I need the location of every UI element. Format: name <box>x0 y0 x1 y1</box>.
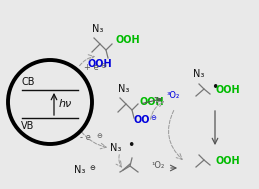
Text: •: • <box>127 139 134 152</box>
Text: ⊖: ⊖ <box>100 63 106 69</box>
Text: ¹O₂: ¹O₂ <box>151 161 165 170</box>
Text: N₃: N₃ <box>110 143 122 153</box>
Text: ³O₂: ³O₂ <box>166 91 180 101</box>
Text: OOH: OOH <box>216 85 241 95</box>
Text: OO: OO <box>133 115 149 125</box>
Text: •: • <box>211 81 218 94</box>
Text: OOH: OOH <box>88 59 113 69</box>
Text: + e: + e <box>84 64 99 73</box>
Text: N₃: N₃ <box>193 69 205 79</box>
Text: N₃: N₃ <box>118 84 130 94</box>
Text: ⊖: ⊖ <box>150 115 156 121</box>
Text: N₃: N₃ <box>74 165 86 175</box>
Text: ⊖: ⊖ <box>96 133 102 139</box>
Text: OOH: OOH <box>140 97 165 107</box>
Text: OOH: OOH <box>216 156 241 166</box>
Text: hν: hν <box>59 99 72 109</box>
Text: OOH: OOH <box>115 35 140 45</box>
Text: ⊖: ⊖ <box>89 165 95 171</box>
Text: VB: VB <box>21 121 35 131</box>
Text: - e: - e <box>80 133 91 143</box>
Text: N₃: N₃ <box>92 24 104 34</box>
Text: CB: CB <box>21 77 35 87</box>
